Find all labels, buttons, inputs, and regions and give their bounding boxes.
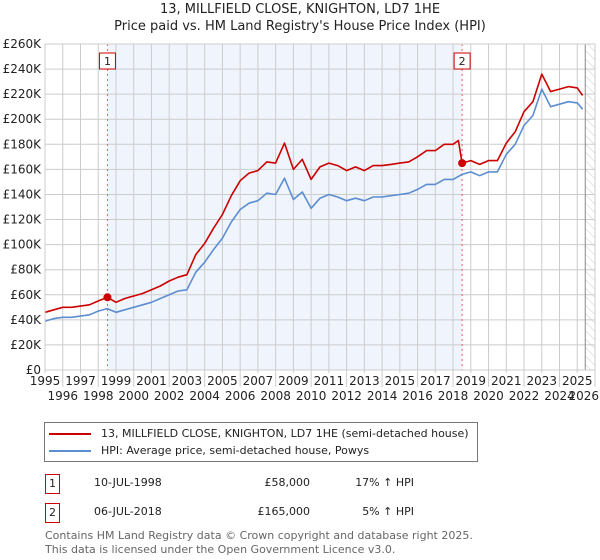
- x-tick-label: 1999: [101, 374, 132, 388]
- x-tick-label: 2002: [154, 389, 185, 403]
- x-tick-label: 2007: [243, 374, 274, 388]
- x-tick-label: 2008: [260, 389, 291, 403]
- chart-subtitle: Price paid vs. HM Land Registry's House …: [114, 19, 486, 34]
- x-tick-label: 2022: [509, 389, 540, 403]
- x-tick-label: 2003: [172, 374, 203, 388]
- legend-item-hpi: HPI: Average price, semi-detached house,…: [49, 442, 469, 459]
- legend-label-hpi: HPI: Average price, semi-detached house,…: [101, 444, 370, 457]
- x-tick-label: 2016: [402, 389, 433, 403]
- x-tick-label: 2001: [136, 374, 167, 388]
- x-tick-label: 2014: [367, 389, 398, 403]
- sale-hpi-diff: 5% ↑ HPI: [362, 505, 414, 518]
- sale-label: 1: [104, 55, 111, 68]
- sale-label: 2: [459, 55, 466, 68]
- y-tick-label: £40K: [10, 313, 42, 327]
- y-tick-label: £240K: [3, 62, 43, 76]
- x-tick-label: 2020: [473, 389, 504, 403]
- footer-line-2: This data is licensed under the Open Gov…: [45, 543, 396, 556]
- x-tick-label: 2015: [385, 374, 416, 388]
- x-tick-label: 1995: [30, 374, 61, 388]
- sale-label-box: [453, 52, 471, 70]
- x-tick-label: 2019: [456, 374, 487, 388]
- footer-line-1: Contains HM Land Registry data © Crown c…: [45, 529, 473, 542]
- y-tick-label: £120K: [3, 213, 43, 227]
- sale-date: 10-JUL-1998: [94, 476, 162, 489]
- x-tick-label: 2004: [189, 389, 220, 403]
- legend-item-property: 13, MILLFIELD CLOSE, KNIGHTON, LD7 1HE (…: [49, 425, 469, 442]
- x-tick-label: 1997: [65, 374, 96, 388]
- y-tick-label: £100K: [3, 238, 43, 252]
- hpi-line: [44, 88, 584, 322]
- sale-point: [458, 159, 467, 168]
- ownership-period-shade: [107, 44, 463, 370]
- x-tick-label: 2018: [438, 389, 469, 403]
- legend-label-property: 13, MILLFIELD CLOSE, KNIGHTON, LD7 1HE (…: [101, 427, 469, 440]
- sale-hpi-diff: 17% ↑ HPI: [355, 476, 414, 489]
- x-tick-label: 2000: [118, 389, 149, 403]
- x-tick-label: 2013: [349, 374, 380, 388]
- chart-plot: 1995199619971998199920002001200220032004…: [3, 37, 599, 403]
- x-tick-label: 2010: [296, 389, 327, 403]
- y-tick-label: £0: [26, 363, 41, 377]
- y-tick-label: £220K: [3, 87, 43, 101]
- y-tick-label: £160K: [3, 162, 43, 176]
- x-tick-label: 2023: [527, 374, 558, 388]
- x-tick-label: 2011: [314, 374, 345, 388]
- sale-label-box: [98, 52, 116, 70]
- y-tick-label: £60K: [10, 288, 42, 302]
- x-tick-label: 2026: [568, 389, 599, 403]
- x-tick-label: 2006: [225, 389, 256, 403]
- x-tick-label: 2005: [207, 374, 238, 388]
- legend-swatch-hpi: [49, 449, 91, 452]
- x-tick-label: 1996: [47, 389, 78, 403]
- x-tick-label: 2017: [420, 374, 451, 388]
- sale-price: £58,000: [264, 476, 311, 489]
- y-tick-label: £20K: [10, 338, 42, 352]
- plot-border: [44, 43, 596, 371]
- sale-badge: 2: [45, 503, 60, 523]
- x-tick-label: 2021: [491, 374, 522, 388]
- transaction-row: 1 10-JUL-1998 £58,000 17% ↑ HPI: [45, 474, 445, 494]
- x-tick-label: 1998: [83, 389, 114, 403]
- sale-date: 06-JUL-2018: [94, 505, 162, 518]
- y-tick-label: £80K: [10, 263, 42, 277]
- transaction-row: 2 06-JUL-2018 £165,000 5% ↑ HPI: [45, 503, 445, 523]
- y-tick-label: £200K: [3, 112, 43, 126]
- x-tick-label: 2024: [544, 389, 575, 403]
- y-tick-label: £140K: [3, 187, 43, 201]
- future-hatch-area: [585, 44, 595, 370]
- legend: 13, MILLFIELD CLOSE, KNIGHTON, LD7 1HE (…: [44, 422, 478, 462]
- sale-badge: 1: [45, 474, 60, 494]
- sale-point: [103, 293, 112, 302]
- chart-title: 13, MILLFIELD CLOSE, KNIGHTON, LD7 1HE: [159, 2, 441, 17]
- property-price-line: [44, 73, 584, 314]
- x-tick-label: 2009: [278, 374, 309, 388]
- legend-swatch-property: [49, 432, 91, 435]
- y-tick-label: £180K: [3, 137, 43, 151]
- x-tick-label: 2012: [331, 389, 362, 403]
- sale-price: £165,000: [257, 505, 311, 518]
- y-tick-label: £260K: [3, 37, 43, 51]
- x-tick-label: 2025: [562, 374, 593, 388]
- footer-attribution: Contains HM Land Registry data © Crown c…: [45, 529, 473, 557]
